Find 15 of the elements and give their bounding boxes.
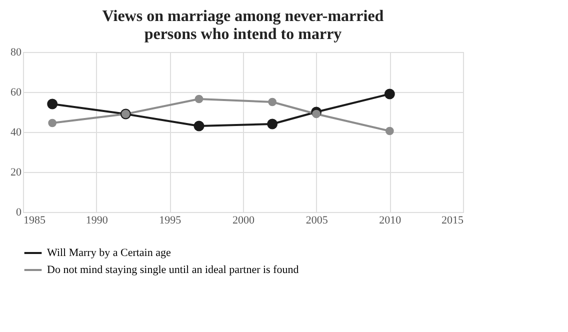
- x-tick-label: 2000: [232, 214, 255, 226]
- y-tick-label: 80: [10, 46, 22, 58]
- y-tick-label: 20: [10, 166, 22, 178]
- x-tick-label: 2010: [379, 214, 402, 226]
- x-tick-label: 1985: [24, 214, 46, 226]
- chart-title: Views on marriage among never-married persons who intend to marry: [102, 8, 384, 43]
- y-tick-label: 0: [16, 206, 22, 218]
- x-tick-label: 1990: [86, 214, 108, 226]
- y-tick-label: 40: [10, 126, 22, 138]
- x-tick-label: 1995: [159, 214, 182, 226]
- x-tick-label: 2015: [442, 214, 464, 226]
- legend-label: Do not mind staying single until an ideal partner is found: [47, 264, 300, 276]
- y-tick-label: 60: [10, 86, 22, 98]
- legend-label: Will Marry by a Certain age: [47, 247, 171, 259]
- x-tick-label: 2005: [306, 214, 328, 226]
